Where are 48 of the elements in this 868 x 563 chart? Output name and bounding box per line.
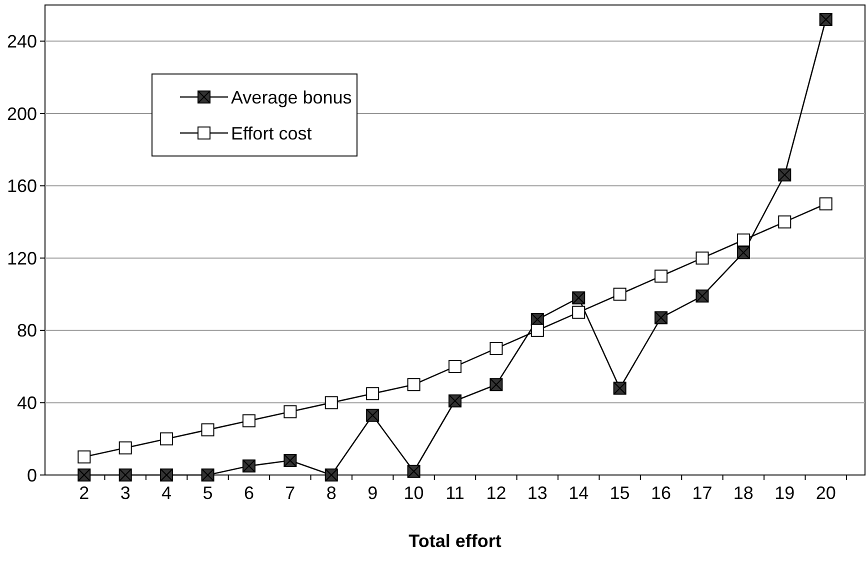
point: [613, 288, 626, 301]
point: [78, 450, 91, 464]
point: [160, 432, 174, 446]
y-tick-label: 40: [16, 392, 37, 413]
x-tick-label: 10: [404, 483, 424, 503]
point: [324, 396, 338, 410]
y-tick-label: 160: [6, 176, 37, 196]
point: [366, 387, 380, 400]
x-tick-label: 19: [774, 483, 795, 503]
point: [696, 252, 709, 265]
point: [819, 197, 832, 210]
point: [201, 423, 214, 436]
x-tick-label: 2: [79, 483, 90, 503]
x-tick-label: 14: [568, 483, 589, 503]
point: [778, 215, 792, 228]
y-tick-label: 80: [16, 320, 37, 341]
x-tick-label: 9: [368, 483, 378, 503]
point: [490, 342, 503, 355]
point: [284, 405, 297, 418]
legend-label: Effort cost: [231, 123, 312, 144]
y-tick-label: 240: [6, 31, 37, 52]
point: [572, 306, 586, 319]
legend-label: Average bonus: [231, 87, 352, 108]
x-tick-label: 12: [486, 483, 506, 503]
x-tick-label: 3: [120, 483, 130, 503]
x-tick-label: 8: [326, 483, 336, 503]
point: [736, 234, 750, 246]
x-tick-label: 15: [610, 483, 630, 503]
x-tick-label: 4: [162, 483, 172, 503]
point: [407, 378, 420, 392]
point: [242, 414, 256, 428]
x-tick-label: 20: [816, 483, 836, 503]
y-tick-label: 0: [26, 465, 37, 486]
y-tick-label: 200: [6, 104, 37, 124]
x-tick-label: 16: [651, 483, 672, 503]
x-tick-label: 18: [733, 483, 754, 503]
y-tick-label: 120: [6, 248, 37, 268]
point: [530, 324, 544, 337]
point: [118, 441, 132, 454]
x-tick-label: 11: [446, 483, 464, 503]
x-tick-label: 7: [285, 483, 296, 503]
x-tick-label: 6: [244, 483, 254, 503]
point: [654, 270, 668, 283]
x-axis-title: Total effort: [408, 531, 502, 551]
x-tick-label: 5: [202, 483, 213, 503]
x-tick-label: 13: [527, 483, 548, 503]
point: [448, 360, 462, 374]
x-tick-label: 17: [692, 483, 712, 503]
